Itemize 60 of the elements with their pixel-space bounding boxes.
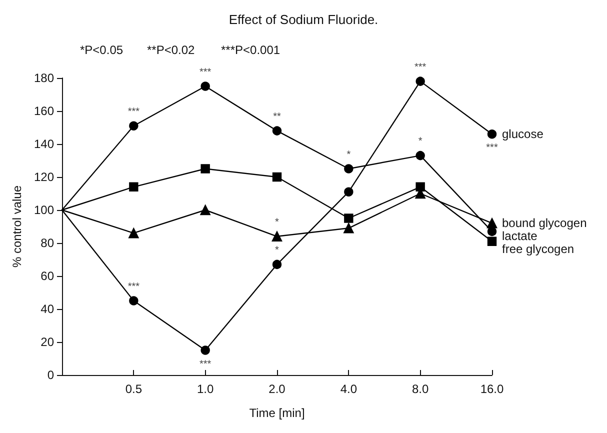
x-tick-label: 16.0: [480, 382, 504, 396]
annotation: *: [346, 149, 351, 160]
text: **P<0.02: [147, 43, 196, 57]
point: [344, 223, 354, 234]
text: *P<0.05: [80, 43, 124, 57]
x-tick-label: 4.0: [340, 382, 358, 396]
annotation: ***: [199, 358, 212, 370]
text: ***P<0.001: [221, 43, 280, 57]
y-axis-title: % control value: [10, 185, 24, 268]
y-tick-label: 80: [40, 236, 54, 250]
point: [200, 164, 210, 174]
point: [487, 130, 497, 139]
point: [200, 346, 210, 355]
y-tick-label: 180: [34, 71, 54, 85]
point: [416, 150, 425, 160]
y-tick-label: 20: [40, 335, 54, 349]
annotation: ***: [199, 66, 212, 78]
point: [486, 218, 498, 228]
point: [344, 164, 354, 174]
point: [129, 296, 138, 306]
x-axis-title: Time [min]: [249, 406, 305, 420]
point: [487, 226, 497, 236]
y-tick-label: 100: [34, 203, 54, 217]
point: [129, 182, 138, 192]
series-label: glucose: [502, 127, 544, 142]
annotation: *: [275, 244, 280, 256]
annotation: ***: [486, 142, 498, 154]
point: [272, 126, 282, 136]
chart-title: Effect of Sodium Fluoride.: [228, 12, 378, 27]
annotation: *: [275, 216, 280, 228]
y-tick-label: 140: [34, 137, 54, 151]
point: [200, 82, 210, 91]
annotation: *: [418, 136, 422, 148]
annotation: **: [273, 111, 281, 122]
y-tick-label: 160: [34, 104, 54, 118]
x-tick-label: 1.0: [196, 382, 214, 396]
annotation: ***: [414, 62, 426, 73]
point: [272, 260, 282, 270]
point: [344, 187, 354, 196]
point: [128, 228, 139, 238]
point: [416, 182, 425, 192]
point: [272, 231, 282, 242]
y-tick-label: 40: [40, 302, 54, 316]
point: [487, 236, 497, 246]
series-label: bound glycogen: [502, 216, 587, 230]
point: [416, 76, 425, 86]
x-tick-label: 0.5: [125, 382, 142, 396]
x-tick-label: 8.0: [412, 382, 429, 396]
series-label: free glycogen: [502, 242, 574, 256]
annotation: ***: [128, 106, 140, 118]
y-tick-label: 0: [47, 368, 54, 382]
annotation: ***: [128, 281, 140, 292]
x-tick-label: 2.0: [268, 382, 286, 396]
point: [200, 204, 210, 216]
series-label: lactate: [502, 229, 538, 244]
point: [129, 121, 138, 130]
point: [344, 214, 354, 223]
y-tick-label: 60: [40, 269, 54, 283]
point: [272, 172, 282, 182]
y-tick-label: 120: [34, 170, 54, 184]
